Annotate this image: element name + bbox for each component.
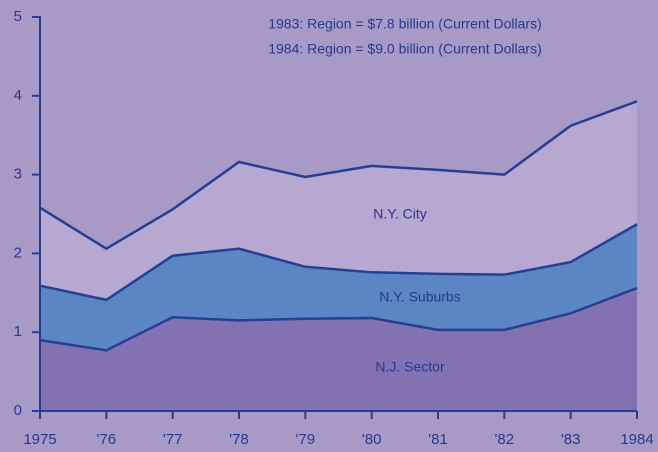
x-tick-label: '81 xyxy=(428,431,448,448)
series-label: N.Y. City xyxy=(373,206,426,222)
annotation: 1983: Region = $7.8 billion (Current Dol… xyxy=(268,16,542,32)
area xyxy=(40,224,637,351)
x-tick-label: '79 xyxy=(296,431,316,448)
x-tick-label: '83 xyxy=(561,431,581,448)
y-tick-label: 1 xyxy=(14,323,22,340)
x-tick-label: 1975 xyxy=(23,431,56,448)
series-label: N.Y. Suburbs xyxy=(379,289,460,305)
x-tick-label: 1984 xyxy=(620,431,653,448)
annotation: 1984: Region = $9.0 billion (Current Dol… xyxy=(268,41,542,57)
y-tick-label: 0 xyxy=(14,402,22,419)
area xyxy=(40,101,637,300)
y-tick-label: 2 xyxy=(14,244,22,261)
area-line xyxy=(39,223,638,302)
x-tick-label: '78 xyxy=(229,431,249,448)
x-tick-label: '76 xyxy=(97,431,117,448)
y-tick-label: 4 xyxy=(14,87,22,104)
area-line xyxy=(39,286,638,352)
x-tick-label: '80 xyxy=(362,431,382,448)
y-tick-label: 3 xyxy=(14,166,22,183)
x-tick-label: '77 xyxy=(163,431,183,448)
y-tick-label: 5 xyxy=(14,8,22,25)
x-tick-label: '82 xyxy=(495,431,515,448)
area-line xyxy=(39,100,638,251)
series-label: N.J. Sector xyxy=(375,359,445,375)
